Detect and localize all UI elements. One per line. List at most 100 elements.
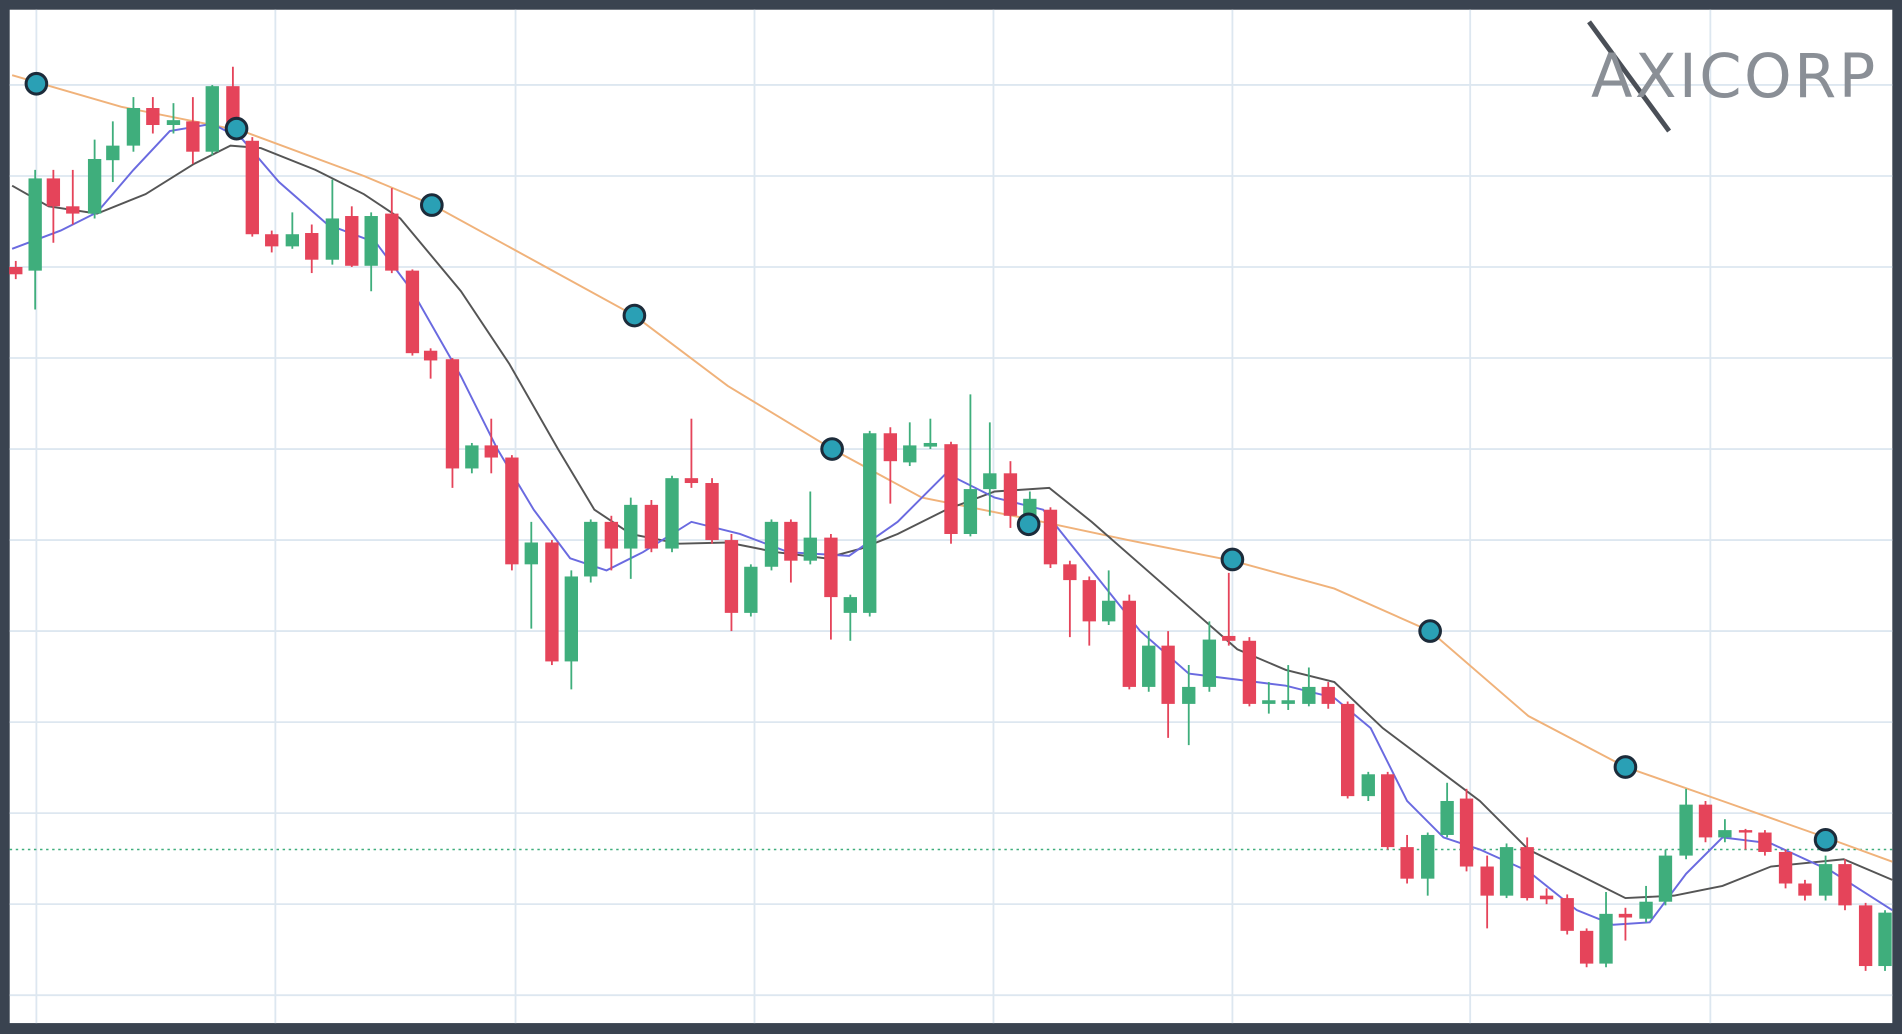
candle-body: [87, 158, 102, 214]
candle-body: [1738, 830, 1753, 833]
candle-body: [665, 478, 679, 549]
candle-body: [423, 350, 438, 361]
candle-body: [1182, 686, 1196, 704]
candle-body: [205, 86, 219, 152]
candle-body: [465, 445, 479, 469]
candle-body: [624, 504, 638, 549]
candle-body: [1798, 883, 1812, 896]
logo-text: AXICORP: [1591, 42, 1878, 112]
candle-body: [265, 234, 279, 247]
candle-body: [744, 566, 758, 613]
candle-body: [1003, 473, 1018, 516]
candle-body: [584, 521, 598, 577]
candle-body: [1480, 866, 1494, 896]
candle-body: [1063, 564, 1077, 581]
candle-body: [106, 145, 120, 161]
candle-body: [1421, 834, 1435, 879]
candle-body: [903, 445, 917, 463]
candle-body: [983, 473, 997, 490]
candle-body: [1539, 895, 1554, 900]
marker-dot: [1016, 512, 1041, 537]
candle-body: [1262, 700, 1276, 704]
candle-body: [1142, 645, 1156, 687]
candle-body: [364, 216, 378, 266]
candle-body: [126, 108, 141, 146]
candle-body: [1698, 804, 1713, 838]
candle-body: [684, 478, 699, 484]
candle-body: [46, 178, 61, 207]
candle-body: [1281, 700, 1295, 704]
candle-body: [9, 266, 23, 275]
candle-body: [1499, 847, 1514, 896]
marker-dot: [24, 71, 49, 96]
candle-body: [1400, 847, 1414, 879]
candle-body: [1202, 639, 1217, 687]
candle-body: [385, 213, 399, 271]
candle-body: [1122, 600, 1136, 687]
candle-body: [824, 537, 838, 598]
candle-body: [1242, 640, 1257, 704]
candle-body: [445, 359, 460, 469]
candle-body: [1520, 847, 1534, 899]
candle-body: [1818, 864, 1833, 896]
candle-body: [1459, 798, 1474, 867]
marker-dot: [1613, 755, 1638, 779]
marker-dot: [1220, 547, 1245, 572]
candle-body: [1082, 580, 1096, 622]
candle-body: [166, 120, 181, 126]
logo: AXICORP: [1587, 20, 1878, 133]
candle-body: [843, 597, 857, 613]
candle-body: [1161, 645, 1175, 704]
candle-body: [1361, 774, 1375, 797]
candle-body: [186, 121, 200, 152]
candle-body: [1579, 930, 1594, 964]
marker-dot: [622, 303, 647, 328]
candle-body: [1599, 913, 1613, 964]
candle-body: [1838, 864, 1852, 906]
candle-body: [944, 444, 958, 534]
candle-body: [1618, 913, 1633, 918]
candle-body: [405, 270, 420, 354]
candle-body: [285, 234, 300, 247]
candle-body: [724, 540, 739, 613]
candle-body: [1878, 912, 1892, 967]
candle-body: [345, 216, 359, 266]
candle-body: [1340, 703, 1355, 797]
candle-body: [1381, 774, 1395, 848]
candle-body: [705, 483, 719, 541]
marker-dot: [1813, 827, 1838, 852]
candle-body: [604, 521, 619, 549]
candle-body: [484, 445, 498, 458]
candle-body: [803, 537, 817, 561]
candle-body: [146, 108, 160, 126]
candle-body: [1440, 800, 1454, 835]
candle-body: [1222, 635, 1236, 641]
candle-body: [1658, 855, 1673, 902]
candle-body: [505, 457, 519, 565]
candle-body: [305, 233, 319, 260]
candle-body: [1778, 851, 1793, 884]
candle-body: [28, 178, 42, 271]
candle-body: [245, 140, 259, 235]
moving-average-line: [11, 144, 1893, 900]
candle-body: [545, 542, 559, 662]
candle-body: [1718, 830, 1732, 838]
candle-body: [863, 433, 877, 613]
candle-body: [1858, 905, 1873, 967]
marker-dot: [820, 437, 844, 461]
candle-body: [1758, 832, 1772, 852]
logo-stroke: [1587, 20, 1672, 133]
candle-body: [1023, 498, 1037, 516]
candle-body: [644, 504, 659, 549]
candle-body: [1102, 600, 1116, 622]
candle-body: [883, 433, 898, 462]
candle-body: [524, 542, 538, 565]
candle-body: [66, 206, 80, 214]
candle-body: [1302, 686, 1316, 704]
candle-body: [1321, 686, 1335, 704]
candle-body: [963, 489, 978, 534]
candle-body: [923, 442, 938, 447]
candle-body: [1043, 509, 1058, 565]
